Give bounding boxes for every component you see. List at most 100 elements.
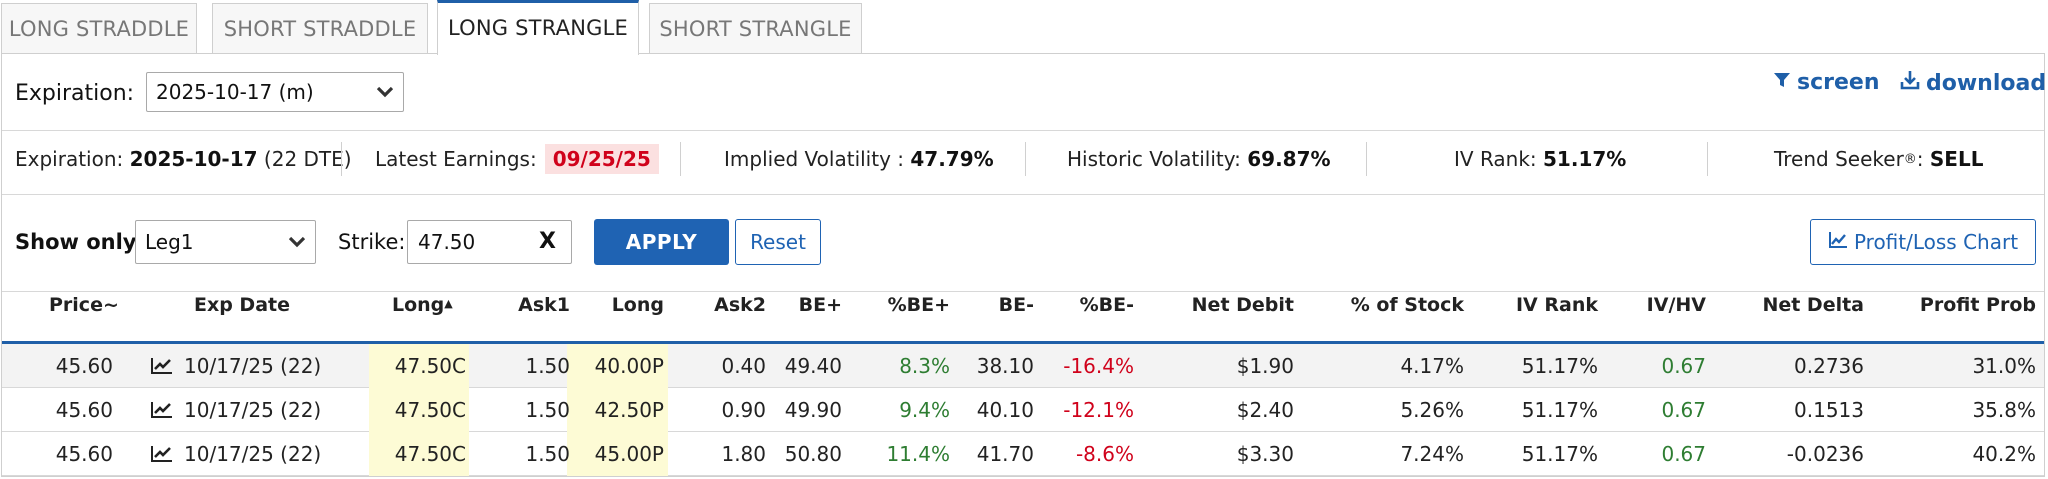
col-long1-label: Long xyxy=(392,294,445,316)
leg2-highlight xyxy=(567,432,668,476)
cell-be-minus: 38.10 xyxy=(976,354,1034,378)
cell-pct-be-plus: 9.4% xyxy=(899,398,950,422)
profit-loss-chart-button[interactable]: Profit/Loss Chart xyxy=(1810,219,2036,265)
cell-be-plus: 49.90 xyxy=(784,398,842,422)
apply-button[interactable]: APPLY xyxy=(594,219,729,265)
cell-be-plus: 50.80 xyxy=(784,442,842,466)
info-iv-label: Implied Volatility : xyxy=(724,147,905,171)
cell-pct-be-minus: -8.6% xyxy=(1075,442,1134,466)
table-header-underline xyxy=(2,341,2044,344)
download-link[interactable]: download xyxy=(1900,70,2046,96)
reset-button[interactable]: Reset xyxy=(735,219,821,265)
cell-exp-date-text: 10/17/25 (22) xyxy=(184,398,322,422)
info-implied-vol: Implied Volatility : 47.79% xyxy=(724,130,994,188)
cell-pct-of-stock: 7.24% xyxy=(1400,442,1464,466)
col-pct-of-stock[interactable]: % of Stock xyxy=(1350,294,1464,316)
download-icon xyxy=(1900,70,1920,96)
chevron-down-icon xyxy=(289,221,305,263)
leg1-highlight xyxy=(369,388,469,432)
screen-link[interactable]: screen xyxy=(1773,70,1880,95)
chart-line-icon[interactable] xyxy=(150,390,174,434)
tab-short-straddle[interactable]: SHORT STRADDLE xyxy=(212,3,428,53)
col-pct-be-plus[interactable]: %BE+ xyxy=(887,294,950,316)
expiration-label: Expiration: xyxy=(15,81,135,106)
cell-iv-rank: 51.17% xyxy=(1521,354,1598,378)
cell-price: 45.60 xyxy=(55,398,113,422)
leg2-highlight xyxy=(567,388,668,432)
info-trend-colon: : xyxy=(1916,147,1924,171)
cell-net-debit: $1.90 xyxy=(1236,354,1294,378)
leg1-highlight xyxy=(369,344,469,388)
chevron-down-icon xyxy=(377,73,393,111)
col-net-delta[interactable]: Net Delta xyxy=(1762,294,1864,316)
info-separator xyxy=(341,142,342,176)
col-be-plus[interactable]: BE+ xyxy=(798,294,842,316)
info-earnings-label: Latest Earnings: xyxy=(375,147,537,171)
cell-ask1: 1.50 xyxy=(525,354,570,378)
col-ask1[interactable]: Ask1 xyxy=(518,294,570,316)
cell-ask2: 0.90 xyxy=(721,398,766,422)
cell-ask2: 1.80 xyxy=(721,442,766,466)
info-ivrank-label: IV Rank: xyxy=(1454,147,1537,171)
col-profit-prob[interactable]: Profit Prob xyxy=(1919,294,2036,316)
clear-strike-button[interactable]: X xyxy=(539,229,556,254)
profit-loss-chart-label: Profit/Loss Chart xyxy=(1853,230,2019,254)
cell-profit-prob: 35.8% xyxy=(1972,398,2036,422)
col-long1[interactable]: Long▲ xyxy=(392,294,453,316)
cell-net-debit: $3.30 xyxy=(1236,442,1294,466)
cell-ask2: 0.40 xyxy=(721,354,766,378)
cell-iv-rank: 51.17% xyxy=(1521,398,1598,422)
cell-ask1: 1.50 xyxy=(525,442,570,466)
info-trend-reg: ® xyxy=(1903,151,1917,167)
strike-input[interactable]: 47.50 xyxy=(407,220,572,264)
info-separator xyxy=(680,142,681,176)
cell-net-delta: -0.0236 xyxy=(1786,442,1864,466)
info-trend-label: Trend Seeker xyxy=(1774,147,1904,171)
cell-net-delta: 0.1513 xyxy=(1794,398,1864,422)
expiration-select[interactable]: 2025-10-17 (m) xyxy=(146,72,404,112)
cell-be-plus: 49.40 xyxy=(784,354,842,378)
download-label: download xyxy=(1926,70,2047,96)
chart-line-icon[interactable] xyxy=(150,434,174,478)
info-iv-value: 47.79% xyxy=(910,147,994,171)
info-earnings: Latest Earnings: 09/25/25 xyxy=(375,130,659,188)
show-only-label: Show only: xyxy=(15,230,145,254)
col-net-debit[interactable]: Net Debit xyxy=(1191,294,1294,316)
table-row[interactable]: 45.60 10/17/25 (22) 47.50C 1.50 42.50P 0… xyxy=(2,388,2044,432)
col-long2[interactable]: Long xyxy=(611,294,664,316)
show-only-value: Leg1 xyxy=(145,230,194,254)
col-iv-hv[interactable]: IV/HV xyxy=(1646,294,1706,316)
cell-exp-date[interactable]: 10/17/25 (22) xyxy=(150,344,330,388)
info-trend-seeker: Trend Seeker ®: SELL xyxy=(1774,130,1983,188)
cell-iv-hv: 0.67 xyxy=(1661,398,1706,422)
cell-pct-be-plus: 11.4% xyxy=(886,442,950,466)
col-price[interactable]: Price~ xyxy=(49,294,119,316)
cell-be-minus: 40.10 xyxy=(976,398,1034,422)
info-hv-value: 69.87% xyxy=(1247,147,1331,171)
earnings-badge: 09/25/25 xyxy=(544,144,659,174)
table-row[interactable]: 45.60 10/17/25 (22) 47.50C 1.50 45.00P 1… xyxy=(2,432,2044,476)
tab-short-strangle[interactable]: SHORT STRANGLE xyxy=(649,3,862,53)
tab-long-straddle[interactable]: LONG STRADDLE xyxy=(1,3,197,53)
tab-long-strangle[interactable]: LONG STRANGLE xyxy=(437,0,639,55)
info-expiration-label: Expiration: xyxy=(15,147,124,171)
leg1-highlight xyxy=(369,432,469,476)
cell-exp-date[interactable]: 10/17/25 (22) xyxy=(150,388,330,432)
chart-line-icon[interactable] xyxy=(150,346,174,390)
cell-exp-date[interactable]: 10/17/25 (22) xyxy=(150,432,330,476)
col-pct-be-minus[interactable]: %BE- xyxy=(1079,294,1134,316)
info-trend-value: SELL xyxy=(1929,147,1984,171)
cell-long1: 47.50C xyxy=(394,442,466,466)
show-only-select[interactable]: Leg1 xyxy=(135,220,316,264)
info-iv-rank: IV Rank: 51.17% xyxy=(1454,130,1626,188)
info-historic-vol: Historic Volatility: 69.87% xyxy=(1067,130,1331,188)
table-row[interactable]: 45.60 10/17/25 (22) 47.50C 1.50 40.00P 0… xyxy=(2,344,2044,388)
col-ask2[interactable]: Ask2 xyxy=(714,294,766,316)
cell-pct-be-minus: -12.1% xyxy=(1063,398,1134,422)
cell-pct-be-minus: -16.4% xyxy=(1063,354,1134,378)
col-be-minus[interactable]: BE- xyxy=(998,294,1034,316)
cell-net-delta: 0.2736 xyxy=(1794,354,1864,378)
col-iv-rank[interactable]: IV Rank xyxy=(1515,294,1598,316)
cell-iv-rank: 51.17% xyxy=(1521,442,1598,466)
col-exp-date[interactable]: Exp Date xyxy=(193,294,290,316)
